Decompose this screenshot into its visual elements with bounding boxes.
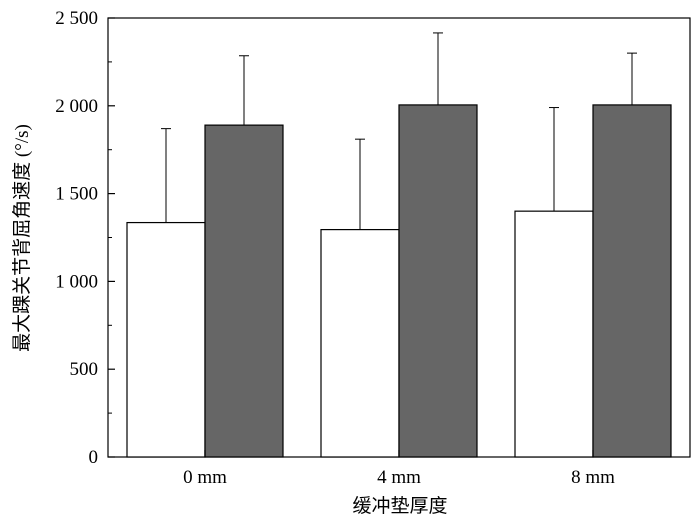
y-tick-label: 2 000	[55, 96, 98, 117]
y-tick-label: 500	[70, 359, 99, 380]
bar-2-1	[204, 124, 284, 458]
y-tick-label: 2 500	[55, 8, 98, 29]
bar-1-2	[320, 228, 400, 458]
bar-1-3	[514, 210, 594, 458]
y-axis-title: 最大踝关节背屈角速度 (°/s)	[11, 124, 33, 352]
y-tick-label: 1 000	[55, 271, 98, 292]
y-tick-label: 1 500	[55, 184, 98, 205]
x-tick-label: 4 mm	[377, 467, 421, 488]
x-tick-label: 0 mm	[183, 467, 227, 488]
x-axis-title: 缓冲垫厚度	[352, 495, 447, 517]
x-tick-label: 8 mm	[571, 467, 615, 488]
y-tick-label: 0	[89, 447, 99, 468]
bar-2-3	[592, 104, 672, 458]
bar-1-1	[126, 221, 206, 458]
bar-2-2	[398, 104, 478, 458]
